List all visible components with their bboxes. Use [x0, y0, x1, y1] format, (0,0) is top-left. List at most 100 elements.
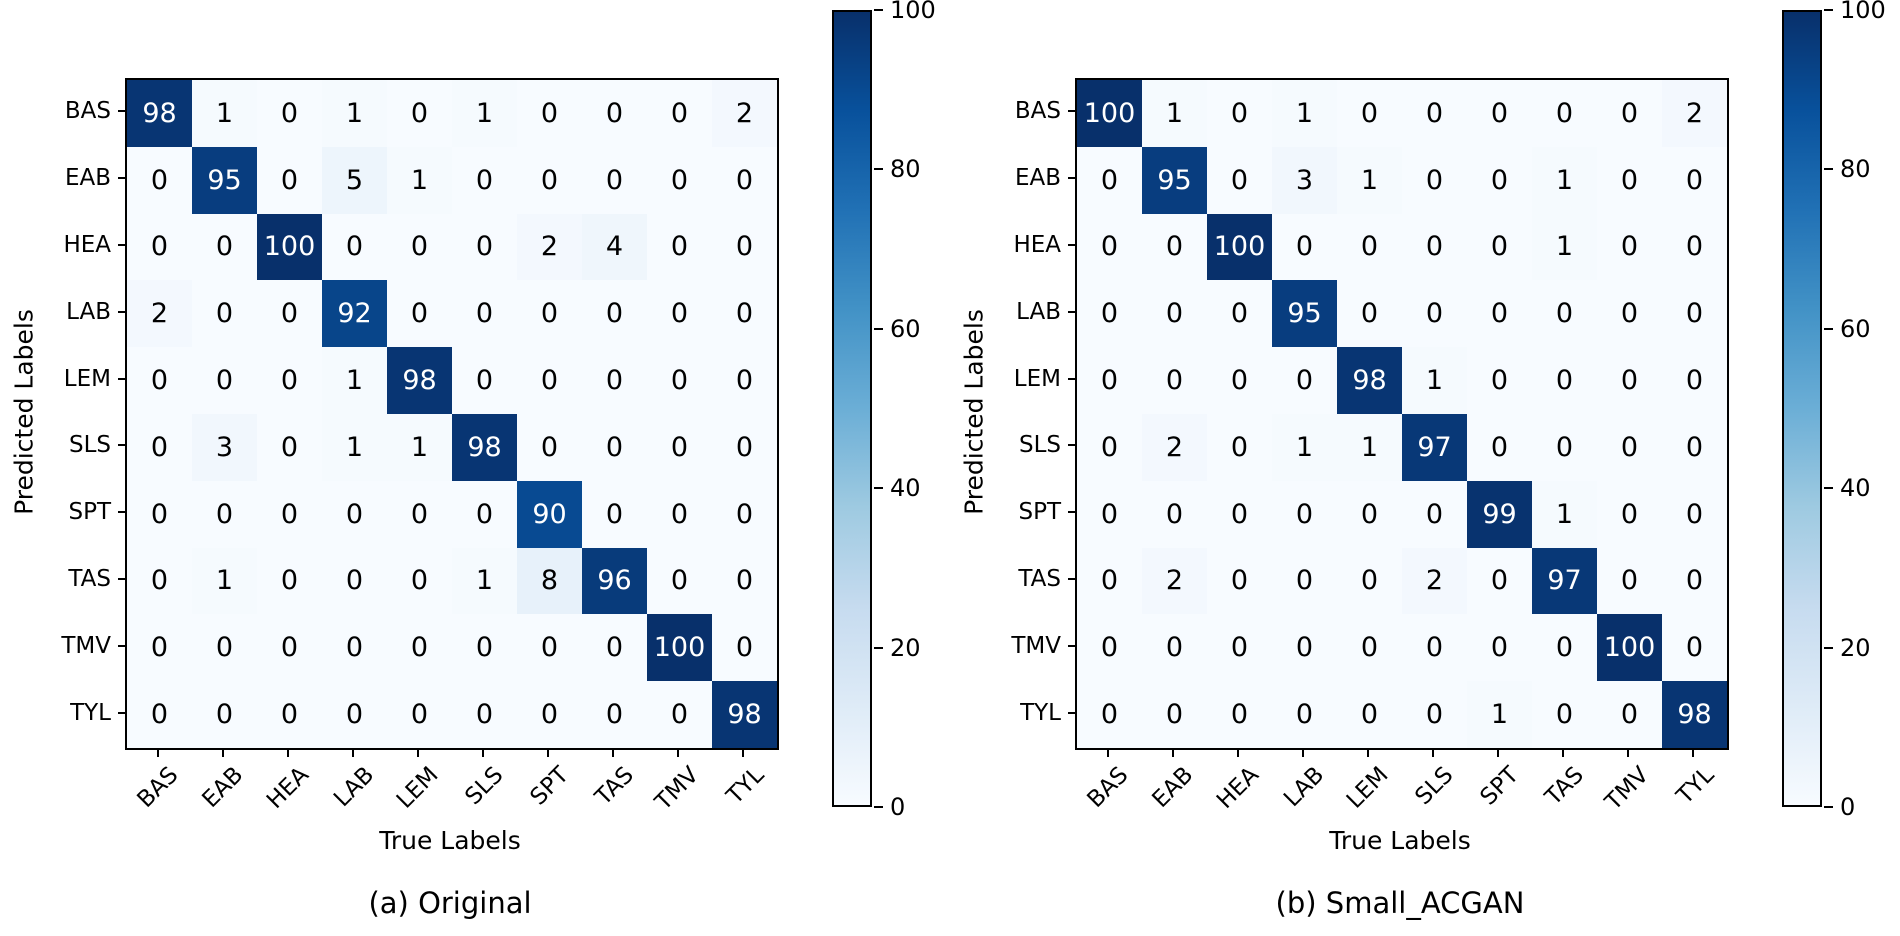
heatmap-cell: 3	[1272, 146, 1337, 214]
heatmap-cell: 0	[712, 414, 777, 481]
heatmap-cell: 0	[517, 681, 582, 748]
heatmap-cell: 0	[517, 414, 582, 481]
heatmap-cell: 8	[517, 547, 582, 615]
colorbar-tick-mark	[1824, 168, 1833, 171]
heatmap-cell: 100	[647, 614, 712, 682]
heatmap-cell: 0	[1272, 681, 1337, 748]
heatmap-cell: 2	[712, 80, 777, 147]
y-tick-mark	[118, 244, 127, 246]
y-tick-mark	[1068, 177, 1077, 180]
heatmap-cell: 100	[1077, 80, 1142, 147]
heatmap-cell: 0	[712, 146, 777, 214]
heatmap-cell: 0	[1272, 347, 1337, 414]
heatmap-cell: 0	[647, 213, 712, 281]
x-tick-label: HEA	[261, 762, 314, 815]
heatmap-cell: 0	[1142, 347, 1207, 414]
heatmap-cell: 0	[192, 213, 257, 281]
colorbar-tick-mark	[874, 327, 883, 330]
y-tick-mark	[1068, 377, 1077, 380]
colorbar	[832, 10, 872, 807]
colorbar-tick-mark	[1824, 327, 1833, 330]
heatmap-cell: 0	[517, 146, 582, 214]
heatmap-cell: 0	[387, 681, 452, 748]
heatmap-cell: 0	[452, 480, 517, 548]
heatmap-cell: 0	[1662, 614, 1727, 682]
x-tick-mark	[1626, 748, 1629, 757]
x-tick-label: SPT	[1475, 762, 1524, 811]
heatmap-cell: 1	[1142, 80, 1207, 147]
heatmap-cell: 0	[1337, 213, 1402, 281]
heatmap-cell: 0	[1207, 414, 1272, 481]
x-tick-mark	[546, 748, 549, 757]
heatmap-cell: 98	[127, 80, 192, 147]
heatmap-cell: 0	[1597, 347, 1662, 414]
heatmap-cell: 0	[1077, 146, 1142, 214]
x-tick-label: LEM	[1342, 762, 1394, 814]
heatmap-cell: 0	[712, 213, 777, 281]
heatmap-cell: 0	[1142, 213, 1207, 281]
heatmap-cell: 0	[1142, 681, 1207, 748]
heatmap-cell: 97	[1532, 547, 1597, 615]
colorbar-tick-mark	[1824, 806, 1833, 808]
heatmap-cell: 95	[1142, 146, 1207, 214]
x-tick-mark	[1496, 748, 1499, 757]
heatmap-cell: 1	[1467, 681, 1532, 748]
heatmap-cell: 0	[1467, 614, 1532, 682]
heatmap-cell: 1	[1532, 480, 1597, 548]
y-tick-label: HEA	[1013, 232, 1061, 258]
y-tick-label: SPT	[1018, 499, 1061, 526]
heatmap-cell: 1	[192, 547, 257, 615]
y-tick-label: EAB	[1014, 165, 1061, 192]
heatmap-cell: 0	[1077, 414, 1142, 481]
y-tick-label: SLS	[1018, 432, 1061, 459]
heatmap-cell: 0	[1207, 681, 1272, 748]
heatmap-cell: 0	[517, 280, 582, 348]
x-tick-label: EAB	[1147, 762, 1199, 813]
x-tick-label: LAB	[328, 762, 379, 813]
heatmap-cell: 0	[1662, 280, 1727, 348]
heatmap-cell: 0	[257, 614, 322, 682]
heatmap-cell: 95	[1272, 280, 1337, 348]
heatmap-cell: 0	[647, 347, 712, 414]
y-tick-label: LEM	[63, 365, 111, 392]
y-tick-mark	[118, 711, 127, 714]
heatmap-cell: 0	[1597, 80, 1662, 147]
heatmap-cell: 0	[257, 347, 322, 414]
heatmap-cell: 1	[387, 414, 452, 481]
heatmap-cell: 1	[1272, 80, 1337, 147]
heatmap-cell: 0	[322, 480, 387, 548]
y-tick-mark	[118, 310, 127, 313]
heatmap-cell: 0	[387, 80, 452, 147]
heatmap-cell: 0	[1337, 547, 1402, 615]
x-tick-label: EAB	[197, 762, 249, 813]
heatmap-cell: 1	[452, 80, 517, 147]
heatmap-cell: 0	[647, 681, 712, 748]
heatmap-cell: 0	[647, 480, 712, 548]
heatmap-cell: 0	[1337, 480, 1402, 548]
y-tick-label: TYL	[1020, 699, 1061, 726]
x-tick-mark	[1301, 748, 1304, 757]
y-tick-mark	[118, 578, 127, 580]
x-tick-label: TAS	[590, 762, 639, 811]
heatmap-cell: 0	[1207, 280, 1272, 348]
colorbar	[1782, 10, 1822, 807]
heatmap-cell: 0	[582, 80, 647, 147]
heatmap-cell: 0	[647, 280, 712, 348]
heatmap-cell: 0	[1597, 480, 1662, 548]
y-axis-title: Predicted Labels	[959, 309, 989, 515]
x-tick-mark	[481, 748, 484, 757]
heatmap-cell: 0	[517, 614, 582, 682]
y-tick-mark	[118, 511, 127, 514]
heatmap-cell: 0	[1532, 614, 1597, 682]
y-tick-label: EAB	[64, 165, 111, 192]
panel-original: Predicted Labels 98 1 0 1 0 1 0 0 0 2 0 95 0 5 1 0 0 0 0 0 0…	[9, 0, 936, 920]
heatmap-cell: 100	[257, 213, 322, 281]
heatmap-cell: 0	[192, 681, 257, 748]
x-axis-title: True Labels	[1329, 826, 1471, 855]
subplot-caption: (b) Small_ACGAN	[1275, 886, 1525, 920]
colorbar-tick-label: 0	[1840, 793, 1856, 821]
heatmap-cell: 2	[1402, 547, 1467, 615]
x-tick-mark	[1691, 748, 1694, 757]
heatmap-cell: 1	[387, 146, 452, 214]
y-axis-title: Predicted Labels	[9, 309, 39, 515]
